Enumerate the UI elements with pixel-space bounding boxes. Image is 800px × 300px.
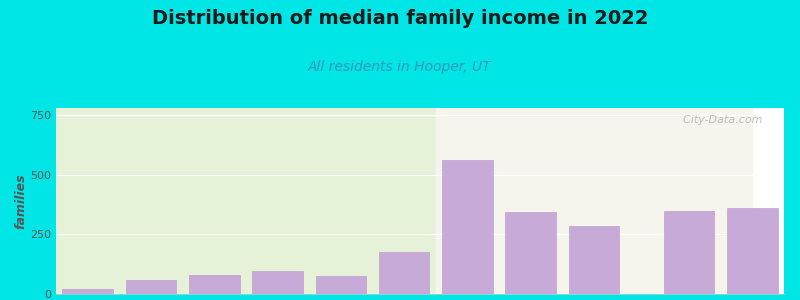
Text: All residents in Hooper, UT: All residents in Hooper, UT (308, 60, 492, 74)
Bar (506, 212, 556, 294)
Bar (569, 226, 619, 294)
Bar (126, 280, 176, 294)
Bar (436, 108, 752, 294)
Bar (442, 160, 493, 294)
Bar (62, 289, 113, 294)
Bar (664, 211, 714, 294)
Bar (315, 276, 366, 294)
Y-axis label: families: families (14, 173, 27, 229)
Bar (379, 252, 430, 294)
Text: City-Data.com: City-Data.com (676, 116, 762, 125)
Bar (252, 271, 303, 294)
Bar (189, 275, 239, 294)
Bar (56, 108, 436, 294)
Text: Distribution of median family income in 2022: Distribution of median family income in … (152, 9, 648, 28)
Bar (727, 208, 778, 294)
